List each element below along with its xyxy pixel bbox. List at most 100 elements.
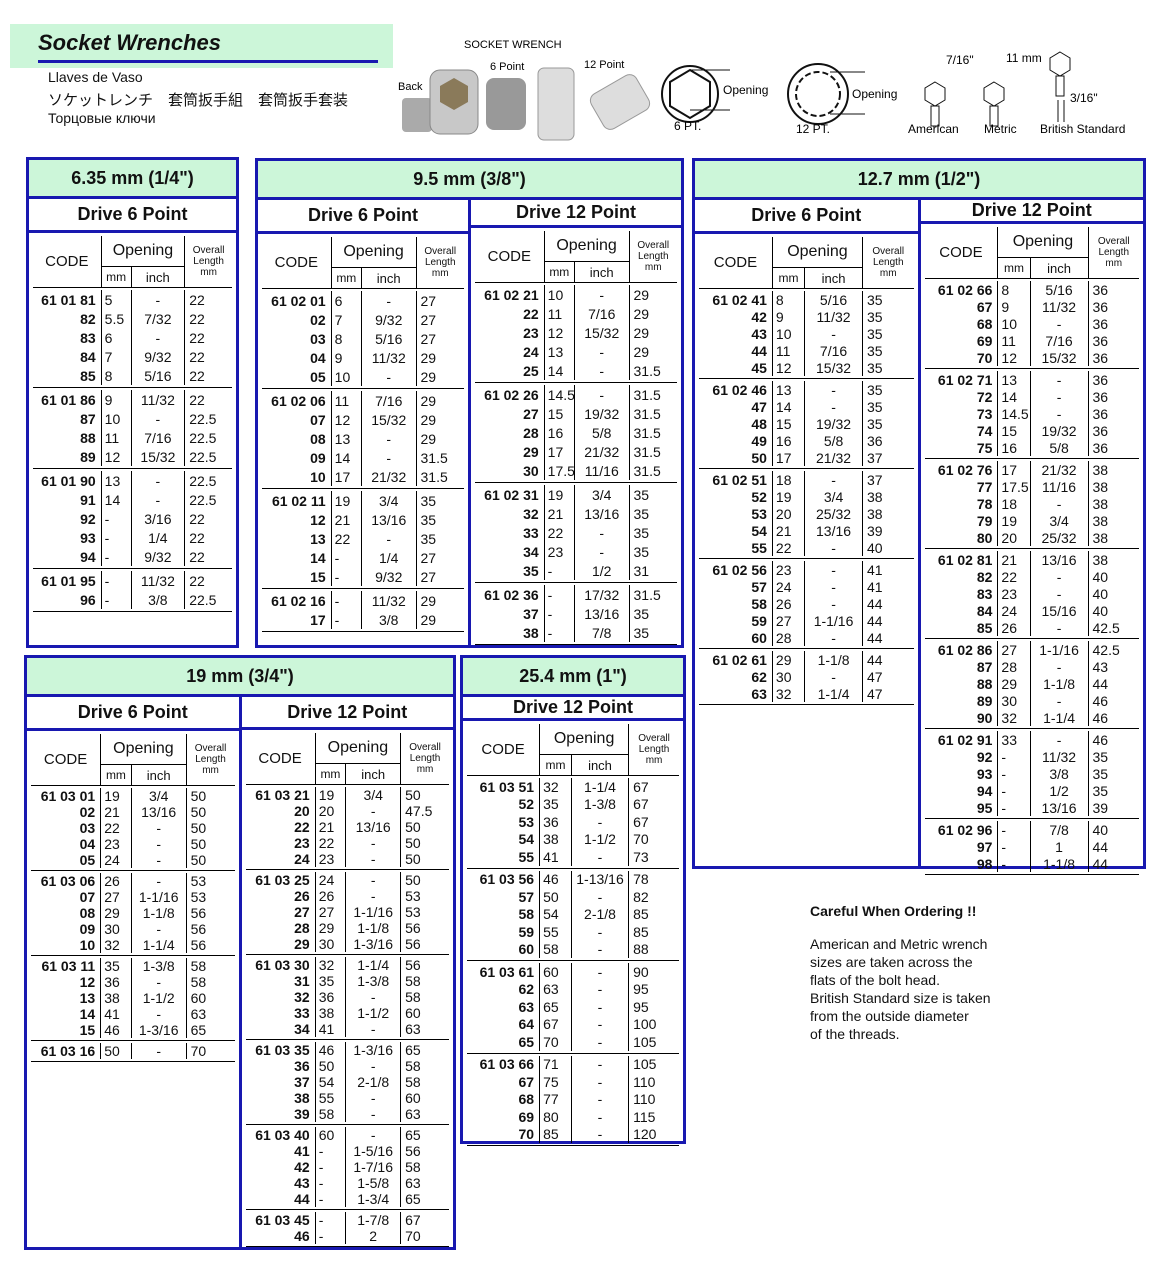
inch-cell: 7/16 (130, 428, 185, 447)
length-cell: 31.5 (628, 442, 677, 461)
mm-cell: - (997, 838, 1029, 855)
length-cell: 47 (862, 685, 913, 702)
code-cell: 61 02 41 (712, 291, 767, 308)
length-cell: 56 (185, 921, 235, 937)
unit-label: mm (879, 268, 897, 279)
illus-heading: SOCKET WRENCH (464, 39, 562, 51)
table-row: 98-1-1/8 44 (925, 855, 1140, 872)
code-cell: 68 (976, 315, 993, 332)
table-row: 53 36-67 (467, 813, 679, 831)
code-cell: 23 (523, 324, 539, 341)
inch-cell: - (1029, 658, 1088, 675)
row-group: 61 03 16 50-70 (31, 1041, 235, 1062)
table-row: 63 32 1-1/4 47 (699, 685, 914, 702)
inch-cell: 1-7/16 (345, 1159, 400, 1175)
mm-cell: 58 (314, 1106, 346, 1122)
panel-9-5mm: 9.5 mm (3/8") Drive 6 Point CODE Opening Ove… (255, 158, 684, 648)
inch-cell: 17/32 (573, 585, 629, 604)
table-row: 61 01 90 13-22.5 (33, 471, 232, 490)
table-row: 61 02 51 18-37 (699, 471, 914, 488)
inch-cell: - (130, 921, 186, 937)
inch-cell: - (130, 1043, 186, 1059)
inch-cell: - (345, 1021, 400, 1037)
inch-cell: 11/16 (573, 461, 629, 480)
overall-length-header: Overall Length mm (400, 733, 449, 784)
code-cell: 52 (751, 488, 767, 505)
column-header: CODE Opening Overall Length mm mm inch (245, 733, 449, 785)
mm-cell: 15 (543, 404, 574, 423)
length-cell: 29 (628, 323, 677, 342)
table-row: 34 23-35 (475, 542, 677, 561)
column-header: CODE Opening Overall Length mm mm inch (699, 237, 914, 289)
row-group: 61 02 61 29 1-1/8 44 62 30-47 63 32 1-1/4 47 (699, 649, 914, 705)
length-cell: 31 (628, 561, 677, 580)
inch-cell: - (570, 1073, 628, 1091)
code-cell: 53 (751, 505, 767, 522)
table-row: 70 12 15/32 36 (925, 349, 1140, 366)
mm-cell: 19 (100, 788, 131, 804)
inch-cell: 1-1/4 (570, 778, 628, 796)
code-cell: 61 02 06 (271, 392, 326, 409)
mm-cell: 36 (100, 974, 131, 990)
opening-label-12pt: Opening (852, 87, 897, 101)
length-cell: 22 (184, 347, 232, 366)
code-cell: 34 (294, 1021, 310, 1037)
mm-cell: 11 (543, 304, 574, 323)
mm-cell: 24 (771, 578, 804, 595)
inch-cell: - (130, 471, 185, 490)
code-cell: 61 02 76 (937, 461, 993, 478)
mm-cell: 27 (100, 889, 131, 905)
inch-cell: - (804, 561, 862, 578)
inch-cell: 1-5/8 (345, 1175, 400, 1191)
table-row: 15 46 1-3/16 65 (31, 1022, 235, 1038)
code-cell: 35 (523, 562, 539, 579)
panel-title: 19 mm (3/4") (27, 658, 453, 697)
code-cell: 61 01 90 (41, 472, 96, 489)
mm-cell: 28 (771, 629, 804, 646)
mm-cell: 11 (771, 342, 804, 359)
american-size-label: 7/16" (946, 53, 974, 67)
inch-cell: - (360, 448, 416, 467)
length-cell: 31.5 (628, 404, 677, 423)
table-row: 50 17 21/32 37 (699, 449, 914, 466)
code-cell: 07 (310, 411, 326, 428)
mm-cell: 21 (771, 522, 804, 539)
length-cell: 35 (862, 325, 913, 342)
title-banner: Socket Wrenches (10, 24, 393, 68)
socket-illustration: SOCKET WRENCH Back 6 Point 12 Point Open… (398, 39, 1125, 141)
inch-cell: - (1029, 568, 1088, 585)
inch-cell: 7/16 (804, 342, 862, 359)
inch-cell: 25/32 (1029, 529, 1088, 546)
length-cell: 38 (1087, 551, 1139, 568)
table-row: 92-3/16 22 (33, 509, 232, 528)
length-cell: 110 (628, 1090, 679, 1108)
table-row: 43-1-5/8 63 (246, 1175, 450, 1191)
length-cell: 53 (400, 904, 449, 920)
inch-cell: - (570, 1108, 628, 1126)
code-cell: 55 (518, 848, 535, 865)
mm-cell: 60 (539, 963, 571, 981)
inch-cell: 1-1/2 (130, 990, 186, 1006)
mm-cell: 10 (997, 315, 1029, 332)
mm-cell: - (100, 590, 131, 609)
table-row: 37 54 2-1/8 58 (246, 1074, 450, 1090)
mm-cell: 11 (100, 428, 131, 447)
code-cell: 75 (976, 439, 993, 456)
length-cell: 60 (400, 1005, 449, 1021)
code-cell: 61 03 56 (479, 871, 535, 888)
opening-header: Opening (543, 231, 629, 262)
mm-cell: 16 (997, 439, 1029, 456)
american-label: American (908, 122, 959, 136)
inch-cell: - (804, 629, 862, 646)
length-cell: 36 (1087, 332, 1139, 349)
inch-cell: - (804, 398, 862, 415)
inch-cell: 21/32 (360, 467, 416, 486)
drive-label: Drive 6 Point (258, 200, 468, 234)
mm-cell: 8 (771, 291, 804, 308)
inch-cell: 1 (1029, 838, 1088, 855)
column-header: CODE Opening Overall Length mm mm inch (262, 237, 464, 289)
inch-cell: - (345, 1090, 400, 1106)
table-row: 38-7/8 35 (475, 623, 677, 642)
code-cell: 36 (294, 1058, 310, 1074)
mm-cell: 10 (543, 285, 574, 304)
